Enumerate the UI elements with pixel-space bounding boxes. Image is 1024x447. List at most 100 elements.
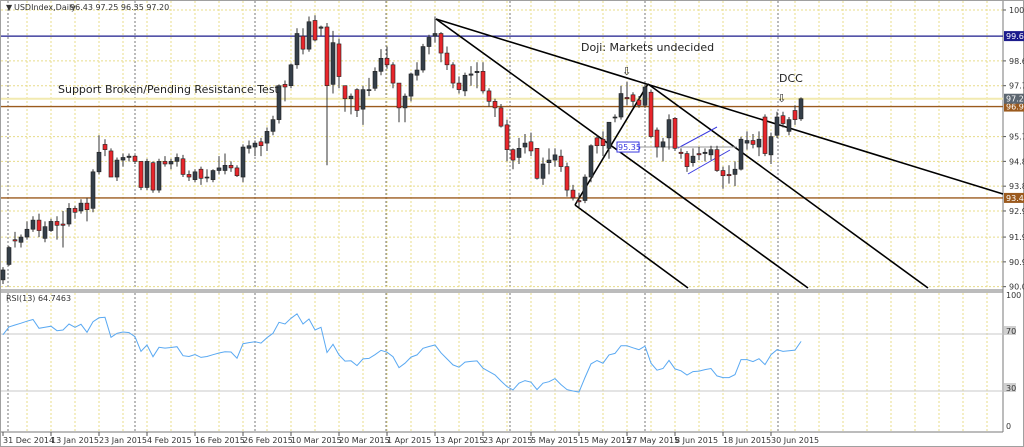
bull-candle-body	[294, 33, 300, 66]
bear-candle-body	[186, 174, 192, 178]
bear-candle-body	[396, 82, 402, 109]
bull-candle-body	[798, 98, 804, 120]
bull-candle-body	[18, 236, 24, 243]
rsi-point	[230, 351, 232, 353]
rsi-point	[422, 347, 424, 349]
rsi-point	[362, 358, 364, 360]
bull-candle-body	[690, 155, 696, 163]
rsi-point	[740, 359, 742, 360]
bull-candle-body	[168, 161, 174, 165]
candle	[210, 169, 216, 183]
bear-candle-body	[750, 140, 756, 145]
candle	[438, 32, 444, 63]
rsi-point	[524, 380, 526, 381]
candle	[198, 166, 204, 185]
candle	[138, 161, 144, 191]
candle	[102, 139, 108, 157]
bull-candle-body	[708, 149, 714, 156]
candle	[750, 133, 756, 149]
candle	[696, 147, 702, 161]
candle	[660, 137, 666, 162]
candles	[0, 15, 804, 285]
candle	[78, 199, 84, 214]
rsi-point	[20, 322, 22, 324]
bear-candle-body	[672, 118, 678, 149]
candle	[192, 169, 198, 183]
rsi-point	[560, 384, 562, 385]
rsi-point	[206, 356, 208, 357]
rsi-point	[122, 331, 124, 333]
bear-candle-body	[780, 115, 786, 124]
bull-candle-body	[618, 93, 624, 118]
rsi-tick-label: 30	[1006, 384, 1016, 393]
rsi-point	[290, 318, 292, 319]
candle	[666, 114, 672, 150]
bear-candle-body	[762, 116, 768, 154]
rsi-point	[596, 360, 598, 361]
rsi-point	[320, 327, 322, 328]
bull-candle-body	[372, 71, 378, 89]
candle	[774, 111, 780, 138]
rsi-point	[194, 354, 196, 355]
rsi-point	[116, 332, 118, 334]
rsi-point	[476, 360, 478, 362]
rsi-point	[278, 322, 280, 323]
doji-annotation: Doji: Markets undecided	[581, 41, 714, 54]
rsi-point	[530, 381, 532, 383]
rsi-point	[140, 351, 142, 352]
rsi-point	[308, 318, 310, 320]
y-tick-label: 94.80	[1009, 157, 1024, 166]
candle	[168, 158, 174, 170]
rsi-point	[410, 356, 412, 358]
rsi-point	[626, 345, 628, 347]
bull-candle-body	[702, 151, 708, 154]
bull-candle-body	[522, 142, 528, 148]
rsi-point	[302, 323, 304, 325]
candle	[300, 28, 306, 55]
support-annotation: Support Broken/Pending Resistance Test	[58, 83, 280, 96]
rsi-point	[374, 354, 376, 355]
bear-candle-body	[102, 144, 108, 150]
candle	[180, 154, 186, 178]
candle	[558, 149, 564, 172]
bull-candle-body	[606, 121, 612, 149]
rsi-point	[80, 324, 82, 325]
bull-candle-body	[96, 151, 102, 173]
candle	[306, 16, 312, 52]
rsi-point	[632, 347, 634, 349]
y-tick-label: 92.90	[1009, 207, 1024, 216]
rsi-point	[482, 367, 484, 369]
candle	[486, 88, 492, 107]
bear-candle-body	[600, 138, 606, 147]
x-tick-label: 8 Jun 2015	[675, 436, 718, 445]
candle	[474, 62, 480, 89]
bear-candle-body	[390, 64, 396, 84]
channel-line-lower	[687, 149, 731, 175]
bear-candle-body	[678, 151, 684, 154]
bear-candle-body	[72, 208, 78, 213]
candle	[714, 145, 720, 172]
candle	[150, 161, 156, 193]
rsi-point	[722, 377, 724, 378]
candle	[348, 93, 354, 115]
candle	[330, 30, 336, 94]
candle	[270, 115, 276, 136]
candle	[768, 132, 774, 164]
candle	[564, 162, 570, 197]
candle	[552, 148, 558, 167]
bull-candle-body	[216, 167, 222, 171]
candle	[582, 174, 588, 204]
bull-candle-body	[582, 176, 588, 201]
bull-candle-body	[66, 208, 72, 225]
x-tick-label: 5 May 2015	[531, 436, 578, 445]
bull-candle-body	[732, 168, 738, 175]
bull-candle-body	[420, 46, 426, 71]
rsi-point	[224, 351, 226, 353]
bear-candle-body	[258, 141, 264, 147]
rsi-point	[710, 368, 712, 369]
candle	[588, 144, 594, 183]
bull-candle-body	[174, 157, 180, 162]
candle	[780, 111, 786, 128]
rsi-point	[248, 342, 250, 343]
